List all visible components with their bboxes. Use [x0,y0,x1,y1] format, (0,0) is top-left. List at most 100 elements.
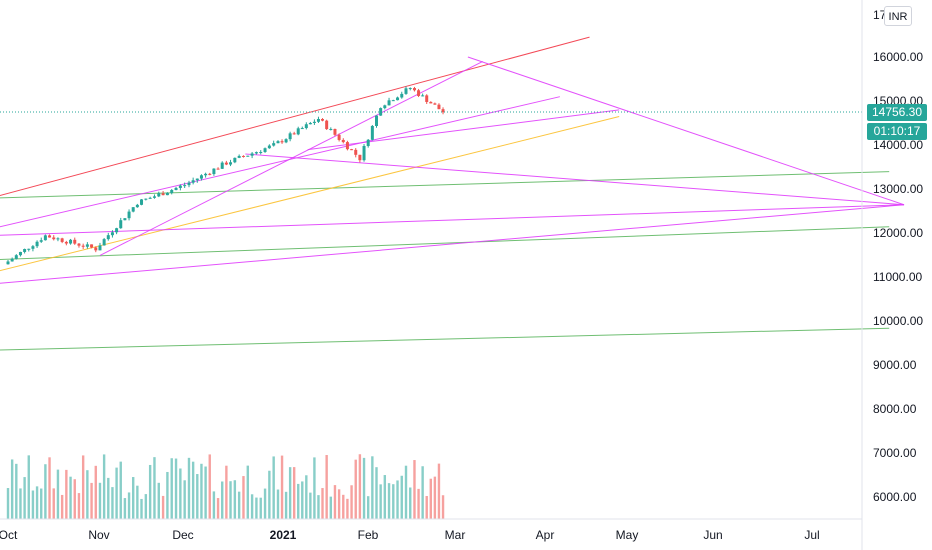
volume-bar [276,489,280,519]
trendline-green [0,226,890,260]
volume-bar [212,491,216,519]
trendlines [0,36,905,351]
time-tick-label: Apr [536,528,555,542]
candle [412,88,416,91]
volume-bar [60,494,64,519]
volume-bar [400,475,403,519]
trendline-green [0,327,890,351]
volume-bar [102,454,106,519]
candle [337,134,341,140]
candle [165,192,169,196]
candle [308,122,312,125]
volume-bar [107,477,110,519]
time-tick-label: Oct [0,528,18,542]
candle [421,95,425,97]
volume-bar [136,485,139,519]
trendline-magenta [467,56,905,206]
volume-bar [56,469,60,519]
time-tick-label: Nov [88,528,109,542]
volume-bar [329,496,333,519]
candle [280,141,284,143]
candle [208,173,212,175]
candle [174,187,178,191]
trendline-magenta [0,204,905,284]
candle [119,220,123,229]
volume-bar [123,498,127,519]
candle [52,237,56,240]
volume-bar [413,460,416,519]
volume-bar [301,481,304,519]
candle [81,245,85,247]
trendline-green [0,171,890,199]
candle [362,146,366,161]
candle [370,125,374,140]
candle [27,248,31,250]
price-tick-label: 10000.00 [873,314,923,328]
candle [325,120,329,130]
volume-bar [297,483,300,519]
volume-bar [425,495,428,519]
price-axis[interactable]: 1716000.0015000.0014000.0013000.0012000.… [873,8,923,504]
volume-bar [225,465,228,519]
candle [379,108,383,116]
candle [204,173,208,176]
candle [85,244,89,247]
candle [350,149,354,151]
trendline-magenta [245,153,905,206]
volume-bar [31,490,35,519]
candle [39,240,43,242]
volume-bar [250,494,254,519]
candle [417,90,421,96]
currency-button[interactable]: INR [884,6,912,26]
candle [90,244,94,248]
price-tick-label: 13000.00 [873,182,923,196]
candle [18,251,22,256]
candle [383,105,387,109]
volume-bar [305,475,308,519]
time-axis[interactable]: Oct Nov Dec 2021 Feb Mar Apr May Jun Jul [0,528,820,542]
volume-bar [325,455,328,519]
volume-bar [65,469,68,519]
candle [64,241,68,244]
volume-bar [111,487,114,519]
volume-bar [196,474,199,519]
volume-bar [221,481,224,519]
volume-bar [166,471,169,519]
price-tick-label: 11000.00 [873,270,922,284]
volume-bar [313,457,316,519]
volume-bar [132,477,135,519]
volume-bar [183,480,186,519]
candle [288,133,292,140]
price-tick-label: 8000.00 [873,402,917,416]
candle [387,100,391,106]
volume-bar [174,458,178,519]
candle [195,178,199,181]
volume-bar [404,465,408,519]
time-tick-label: 2021 [270,528,297,542]
time-tick-label: Jul [804,528,819,542]
volume-bar [27,455,30,519]
volume-bar [73,479,76,519]
candle [170,190,174,193]
volume-bar [216,498,220,519]
candle [183,185,187,187]
trendline-magenta [99,60,483,256]
candle [106,235,110,240]
candle [396,97,400,101]
volume-bar [94,465,97,519]
candle [345,142,349,150]
candle [246,155,250,157]
volume-bar [19,488,22,519]
candle [358,154,362,161]
trendline-yellow [0,116,620,272]
volume-bar [409,487,412,519]
price-tick-label: 6000.00 [873,490,917,504]
volume-bar [15,463,18,519]
candle [191,180,195,183]
volume-bar [280,455,284,519]
volume-bar [161,495,165,519]
volume-bar [208,454,211,519]
candle [98,245,102,251]
candle [161,193,165,196]
